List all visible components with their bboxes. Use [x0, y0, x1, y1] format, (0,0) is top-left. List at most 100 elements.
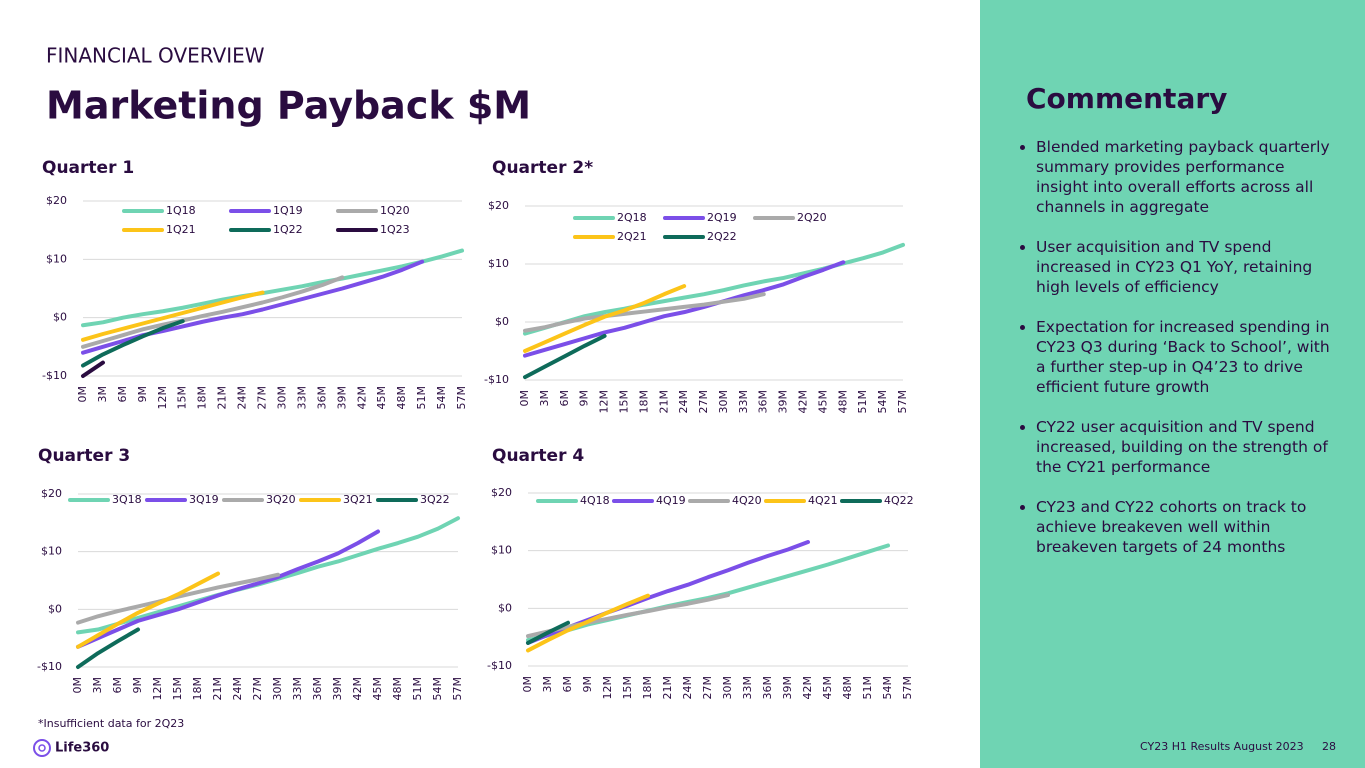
- x-tick-label: 57M: [896, 390, 909, 414]
- y-tick-label: $20: [46, 194, 67, 207]
- x-tick-label: 51M: [415, 386, 428, 410]
- legend-label: 4Q20: [732, 494, 762, 507]
- x-tick-label: 24M: [231, 677, 244, 701]
- legend-label: 3Q22: [420, 493, 450, 506]
- chart-title: Quarter 4: [492, 446, 584, 466]
- x-tick-label: 9M: [578, 390, 591, 407]
- x-tick-label: 48M: [391, 677, 404, 701]
- x-tick-label: 42M: [801, 676, 814, 700]
- series-line: [81, 319, 185, 368]
- y-tick-label: $0: [53, 311, 67, 324]
- page-number: 28: [1322, 740, 1336, 753]
- x-tick-label: 0M: [518, 390, 531, 407]
- x-tick-label: 54M: [876, 390, 889, 414]
- logo-text: Life360: [55, 741, 109, 756]
- chart: Quarter 4 -$10 $0 $10 $20 0M 3M 6M 9M 12M 15M 18M 21…: [487, 446, 914, 700]
- x-tick-label: 54M: [435, 386, 448, 410]
- x-tick-label: 39M: [777, 390, 790, 414]
- x-tick-label: 36M: [315, 386, 328, 410]
- x-tick-label: 9M: [136, 386, 149, 403]
- y-tick-label: $10: [488, 257, 509, 270]
- legend-label: 1Q23: [380, 223, 410, 236]
- x-tick-label: 57M: [455, 386, 468, 410]
- x-tick-label: 39M: [781, 676, 794, 700]
- commentary-bullet: CY23 and CY22 cohorts on track to achiev…: [1036, 497, 1336, 557]
- x-tick-label: 57M: [901, 676, 914, 700]
- chart: Quarter 1 -$10 $0 $10 $20 0M 3M 6M 9M 12M 15M 18M 21…: [42, 158, 468, 410]
- commentary-list: Blended marketing payback quarterly summ…: [1016, 137, 1336, 577]
- y-tick-label: $0: [495, 315, 509, 328]
- x-tick-label: 12M: [601, 676, 614, 700]
- x-tick-label: 6M: [558, 390, 571, 407]
- x-tick-label: 15M: [171, 677, 184, 701]
- legend-label: 4Q22: [884, 494, 914, 507]
- x-tick-label: 51M: [861, 676, 874, 700]
- chart-title: Quarter 1: [42, 158, 134, 178]
- x-tick-label: 24M: [677, 390, 690, 414]
- x-tick-label: 3M: [91, 677, 104, 694]
- legend-label: 2Q21: [617, 230, 647, 243]
- x-tick-label: 9M: [131, 677, 144, 694]
- x-tick-label: 15M: [176, 386, 189, 410]
- commentary-bullet: Expectation for increased spending in CY…: [1036, 317, 1336, 397]
- legend-label: 3Q19: [189, 493, 219, 506]
- legend-label: 2Q20: [797, 211, 827, 224]
- x-tick-label: 0M: [76, 386, 89, 403]
- x-tick-label: 45M: [821, 676, 834, 700]
- series-line: [76, 572, 280, 625]
- x-tick-label: 30M: [717, 390, 730, 414]
- series-line: [523, 292, 766, 333]
- x-tick-label: 45M: [371, 677, 384, 701]
- x-tick-label: 39M: [335, 386, 348, 410]
- x-tick-label: 45M: [375, 386, 388, 410]
- series-line: [523, 260, 846, 358]
- y-tick-label: -$10: [484, 373, 509, 386]
- chart: Quarter 2* -$10 $0 $10 $20 0M 3M 6M 9M 12M 15M 18M 2…: [484, 158, 909, 414]
- series-line: [526, 593, 650, 653]
- x-tick-label: 45M: [816, 390, 829, 414]
- x-tick-label: 21M: [661, 676, 674, 700]
- y-tick-label: -$10: [37, 660, 62, 673]
- x-tick-label: 6M: [561, 676, 574, 693]
- series-line: [81, 360, 105, 378]
- series-line: [523, 284, 687, 353]
- x-tick-label: 6M: [116, 386, 129, 403]
- x-tick-label: 54M: [881, 676, 894, 700]
- x-tick-label: 42M: [355, 386, 368, 410]
- x-tick-label: 27M: [701, 676, 714, 700]
- y-tick-label: -$10: [42, 369, 67, 382]
- series-line: [81, 248, 464, 328]
- x-tick-label: 21M: [216, 386, 229, 410]
- x-tick-label: 18M: [196, 386, 209, 410]
- x-tick-label: 3M: [538, 390, 551, 407]
- x-tick-label: 33M: [741, 676, 754, 700]
- legend-label: 2Q22: [707, 230, 737, 243]
- x-tick-label: 51M: [411, 677, 424, 701]
- y-tick-label: -$10: [487, 659, 512, 672]
- series-line: [523, 333, 607, 380]
- x-tick-label: 0M: [71, 677, 84, 694]
- kicker: FINANCIAL OVERVIEW: [46, 44, 265, 68]
- y-tick-label: $20: [41, 487, 62, 500]
- x-tick-label: 36M: [761, 676, 774, 700]
- x-tick-label: 12M: [598, 390, 611, 414]
- series-line: [76, 627, 140, 669]
- slide-title: Marketing Payback $M: [46, 84, 531, 128]
- x-tick-label: 27M: [697, 390, 710, 414]
- legend-label: 1Q20: [380, 204, 410, 217]
- logo-icon: [33, 739, 51, 757]
- footer-date: CY23 H1 Results August 2023: [1140, 740, 1304, 753]
- legend-label: 3Q18: [112, 493, 142, 506]
- y-tick-label: $10: [41, 545, 62, 558]
- x-tick-label: 57M: [451, 677, 464, 701]
- x-tick-label: 15M: [621, 676, 634, 700]
- x-tick-label: 30M: [721, 676, 734, 700]
- x-tick-label: 48M: [841, 676, 854, 700]
- footnote: *Insufficient data for 2Q23: [38, 717, 184, 730]
- x-tick-label: 30M: [271, 677, 284, 701]
- commentary-bullet: CY22 user acquisition and TV spend incre…: [1036, 417, 1336, 477]
- series-line: [81, 290, 265, 342]
- x-tick-label: 18M: [191, 677, 204, 701]
- x-tick-label: 36M: [757, 390, 770, 414]
- x-tick-label: 27M: [251, 677, 264, 701]
